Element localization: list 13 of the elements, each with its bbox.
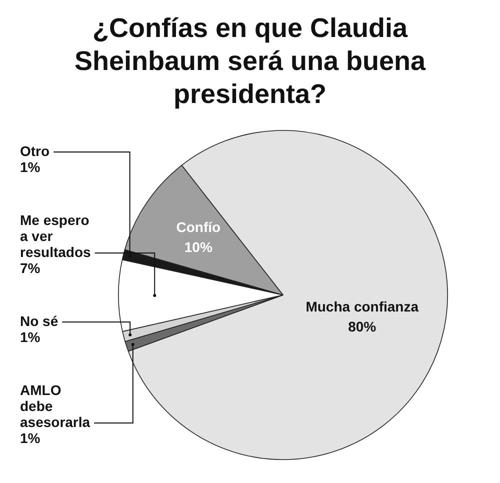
data-label: 1% bbox=[20, 328, 41, 345]
data-label: 10% bbox=[184, 238, 213, 255]
slice-label: Otro bbox=[20, 142, 50, 159]
slice-label: Mucha confianza bbox=[306, 298, 419, 315]
data-label: 1% bbox=[20, 158, 41, 175]
data-label: 7% bbox=[20, 260, 41, 276]
slice-label: Me espero a ver resultados bbox=[20, 212, 92, 260]
data-label: 80% bbox=[348, 318, 377, 335]
slice-label: No sé bbox=[20, 312, 58, 329]
slice-label: AMLO debe asesorarla bbox=[20, 382, 90, 430]
data-label: 1% bbox=[20, 430, 41, 446]
chart-title: ¿Confías en que Claudia Sheinbaum será una buena presidenta? bbox=[73, 12, 427, 111]
slice-label: Confío bbox=[176, 218, 221, 235]
